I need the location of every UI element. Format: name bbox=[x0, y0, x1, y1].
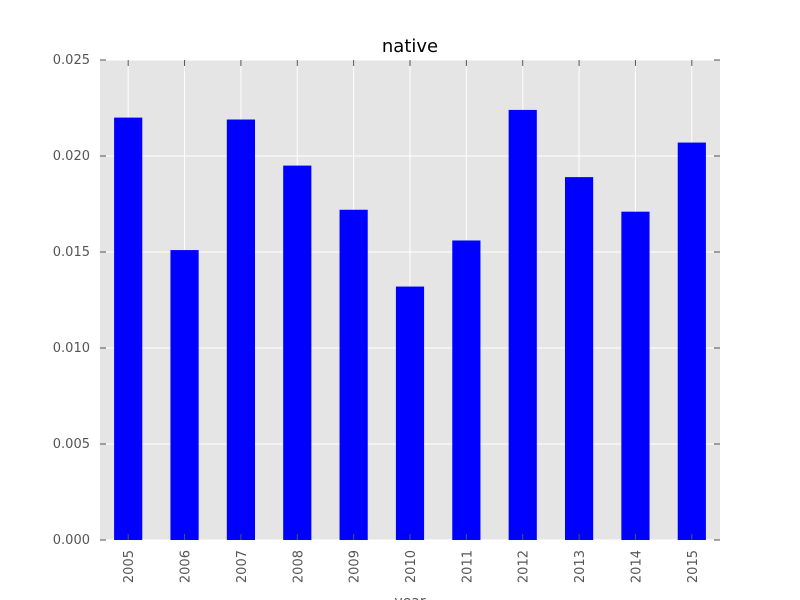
x-tick-label-2007: 2007 bbox=[235, 550, 250, 583]
bar-2009 bbox=[339, 209, 368, 540]
y-tick-label: 0.010 bbox=[53, 341, 90, 356]
chart-title: native bbox=[382, 36, 438, 57]
bar-2005 bbox=[114, 117, 143, 540]
y-tick-label: 0.005 bbox=[53, 437, 90, 452]
x-tick-label-2011: 2011 bbox=[460, 550, 475, 583]
bar-2013 bbox=[565, 177, 594, 540]
x-tick-label-2006: 2006 bbox=[179, 550, 194, 583]
bar-2015 bbox=[677, 142, 706, 540]
x-tick-label-2012: 2012 bbox=[517, 550, 532, 583]
bar-2007 bbox=[226, 119, 255, 541]
y-tick-label: 0.000 bbox=[53, 533, 90, 548]
bar-2006 bbox=[170, 250, 199, 540]
y-tick-label: 0.015 bbox=[53, 245, 90, 260]
bar-2010 bbox=[395, 286, 425, 540]
x-tick-label-2008: 2008 bbox=[291, 550, 306, 583]
y-tick-labels: 0.000 0.005 0.010 0.015 0.020 0.025 bbox=[53, 53, 90, 548]
y-tick-label: 0.020 bbox=[53, 149, 90, 164]
x-tick-label-2009: 2009 bbox=[348, 550, 363, 583]
x-tick-label-2014: 2014 bbox=[629, 550, 644, 583]
bar-2012 bbox=[508, 109, 537, 541]
bar-2011 bbox=[452, 240, 481, 541]
x-tick-labels: 2005 2006 2007 2008 2009 2010 2011 2012 2013 2014… bbox=[122, 550, 701, 583]
bar-2008 bbox=[283, 165, 312, 540]
bar-2014 bbox=[621, 211, 650, 540]
x-axis-label: year bbox=[394, 594, 425, 600]
x-tick-label-2005: 2005 bbox=[122, 550, 137, 583]
x-tick-label-2015: 2015 bbox=[686, 550, 701, 583]
ticks-group bbox=[100, 59, 720, 541]
bars-group bbox=[114, 109, 706, 541]
x-tick-label-2013: 2013 bbox=[573, 550, 588, 583]
x-tick-label-2010: 2010 bbox=[404, 550, 419, 583]
y-tick-label: 0.025 bbox=[53, 53, 90, 68]
